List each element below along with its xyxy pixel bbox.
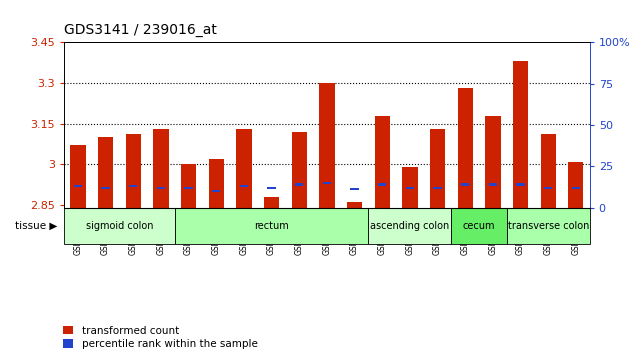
Bar xyxy=(181,164,196,207)
Text: transverse colon: transverse colon xyxy=(508,221,589,231)
Bar xyxy=(378,183,387,185)
Bar xyxy=(351,188,359,190)
Text: tissue ▶: tissue ▶ xyxy=(15,221,58,231)
Bar xyxy=(544,187,553,189)
Bar xyxy=(540,135,556,207)
Bar xyxy=(369,208,451,244)
Bar xyxy=(433,187,442,189)
Bar xyxy=(322,182,331,184)
Bar xyxy=(208,159,224,207)
Bar xyxy=(458,88,473,207)
Bar xyxy=(212,190,221,192)
Text: sigmoid colon: sigmoid colon xyxy=(86,221,153,231)
Bar xyxy=(175,208,369,244)
Bar xyxy=(153,129,169,207)
Bar xyxy=(517,183,525,185)
Bar xyxy=(485,115,501,207)
Bar xyxy=(513,62,528,207)
Bar xyxy=(157,187,165,189)
Bar xyxy=(374,115,390,207)
Bar xyxy=(507,208,590,244)
Bar xyxy=(126,135,141,207)
Bar xyxy=(292,132,307,207)
Bar xyxy=(430,129,445,207)
Text: ascending colon: ascending colon xyxy=(370,221,449,231)
Bar xyxy=(101,187,110,189)
Bar xyxy=(403,167,417,207)
Bar xyxy=(64,208,175,244)
Bar xyxy=(319,83,335,207)
Bar xyxy=(240,185,248,187)
Bar xyxy=(461,183,469,185)
Bar xyxy=(129,185,137,187)
Bar xyxy=(237,129,251,207)
Text: cecum: cecum xyxy=(463,221,495,231)
Bar xyxy=(71,145,85,207)
Bar xyxy=(264,197,279,207)
Bar xyxy=(74,185,82,187)
Bar xyxy=(406,187,414,189)
Bar xyxy=(572,187,580,189)
Bar xyxy=(295,183,303,185)
Bar xyxy=(185,187,193,189)
Legend: transformed count, percentile rank within the sample: transformed count, percentile rank withi… xyxy=(63,326,258,349)
Bar xyxy=(451,208,507,244)
Bar xyxy=(347,202,362,207)
Bar xyxy=(98,137,113,207)
Bar xyxy=(267,187,276,189)
Text: GDS3141 / 239016_at: GDS3141 / 239016_at xyxy=(64,23,217,37)
Bar xyxy=(488,183,497,185)
Bar xyxy=(569,161,583,207)
Text: rectum: rectum xyxy=(254,221,289,231)
